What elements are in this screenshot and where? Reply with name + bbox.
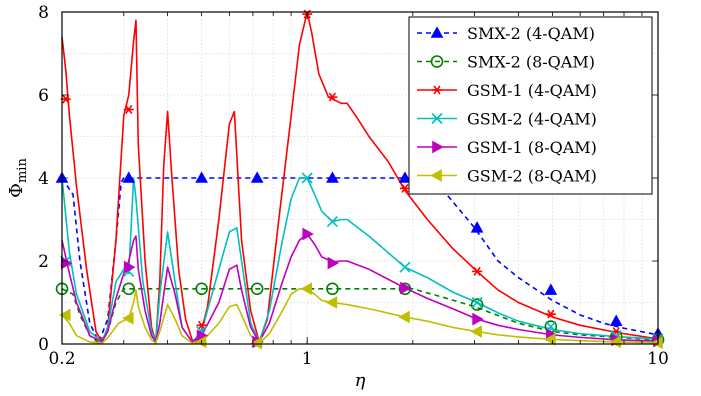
series-1-marker: [250, 171, 264, 183]
series-2-marker: [195, 282, 208, 296]
series-line-2: [61, 288, 659, 344]
legend-marker: [432, 140, 444, 154]
legend: SMX-2 (4-QAM) SMX-2 (8-QAM) GSM-1 (4-QAM) G…: [408, 16, 653, 195]
series-1-marker: [398, 171, 412, 183]
legend-marker: [431, 112, 443, 125]
y-axis-label-main: Φ: [6, 183, 27, 198]
y-axis-label-sub: min: [15, 158, 30, 183]
series-3-marker: [399, 183, 410, 193]
legend-label: GSM-1 (4-QAM): [467, 81, 597, 100]
series-3-marker: [123, 105, 134, 115]
series-3-marker: [196, 320, 207, 330]
legend-label: GSM-2 (4-QAM): [467, 110, 597, 129]
series-1-marker: [195, 171, 208, 183]
series-1-marker: [470, 221, 484, 233]
y-tick-label: 4: [38, 169, 49, 189]
x-tick-label: 10: [647, 349, 669, 369]
series-line-1: [61, 177, 659, 343]
legend-marker: [430, 169, 442, 182]
series-2-marker: [398, 282, 412, 296]
legend-marker: [430, 55, 444, 68]
tick-labels: 0 2 4 6 8 0.2 1 10: [38, 3, 669, 369]
y-axis-label: Φmin: [6, 158, 30, 198]
series-2-marker: [326, 282, 339, 296]
series-6-marker: [470, 325, 482, 338]
series-1-marker: [544, 283, 558, 295]
series-4-marker: [326, 216, 338, 228]
series-3-marker: [327, 92, 338, 102]
legend-marker: [430, 26, 444, 38]
y-tick-label: 0: [38, 335, 49, 355]
series-5-marker: [327, 256, 340, 270]
series-line-5: [61, 233, 659, 343]
series-line-4: [61, 177, 659, 343]
series-5-marker: [302, 227, 314, 241]
y-tick-label: 2: [38, 252, 49, 272]
legend-box: [408, 16, 653, 195]
series-4-marker: [471, 296, 483, 309]
series-1-marker: [122, 171, 136, 183]
series-5-marker: [472, 312, 484, 326]
series-5-marker: [123, 260, 136, 274]
legend-label: GSM-1 (8-QAM): [467, 138, 597, 157]
series-line-6: [61, 288, 659, 344]
series-2-marker: [470, 298, 484, 311]
series-6-marker: [250, 336, 262, 350]
series-6-marker: [325, 296, 338, 309]
series-3-marker: [472, 266, 483, 276]
series-2-marker: [122, 282, 136, 296]
y-tick-label: 8: [38, 3, 49, 23]
legend-label: SMX-2 (4-QAM): [467, 24, 595, 43]
series-2-marker: [250, 282, 264, 296]
series-4-marker: [301, 172, 313, 184]
x-tick-label: 0.2: [48, 349, 75, 369]
legend-marker: [432, 85, 442, 95]
y-tick-label: 6: [38, 86, 49, 106]
x-axis-label: η: [355, 370, 366, 391]
series-line-3: [61, 11, 659, 343]
series-3-marker: [545, 309, 556, 319]
series-6-marker: [300, 282, 312, 296]
x-tick-label: 1: [302, 349, 313, 369]
legend-label: SMX-2 (8-QAM): [467, 53, 595, 72]
series-6-marker: [122, 311, 134, 325]
ticks: [61, 11, 659, 345]
series-6-marker: [59, 308, 71, 322]
series-6-marker: [398, 310, 410, 324]
series-1-marker: [326, 171, 339, 183]
series-5-marker: [400, 281, 412, 295]
series-1-marker: [609, 314, 623, 326]
series-4-marker: [399, 261, 411, 273]
legend-label: GSM-2 (8-QAM): [467, 167, 597, 186]
